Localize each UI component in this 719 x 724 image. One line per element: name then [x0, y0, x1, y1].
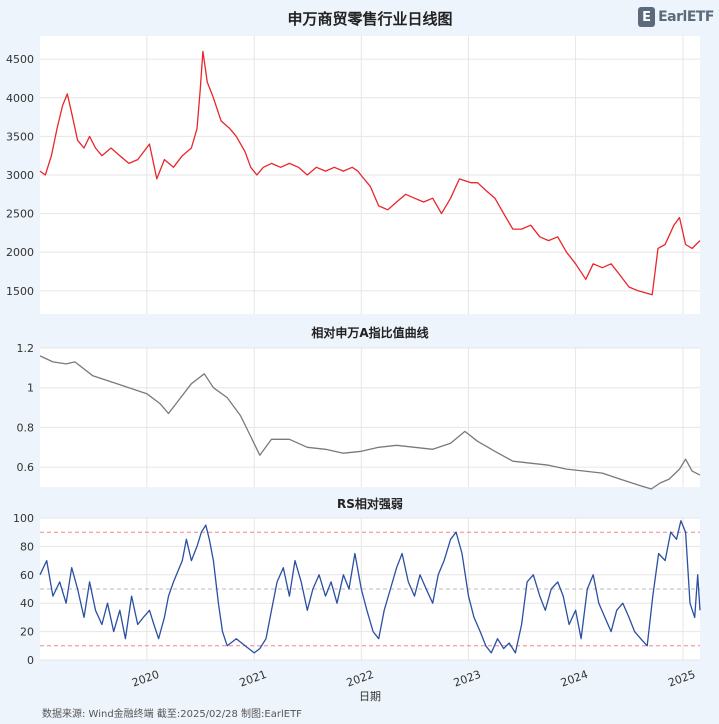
plot-area: [40, 348, 700, 487]
footer-source: 数据来源: Wind金融终端 截至:2025/02/28 制图:EarlETF: [42, 709, 302, 720]
y-tick-label: 1.2: [17, 342, 35, 355]
y-tick-label: 1: [27, 382, 34, 395]
x-tick-label: 2023: [452, 668, 483, 690]
y-tick-label: 2500: [6, 208, 34, 221]
y-tick-label: 100: [13, 512, 34, 525]
y-tick-label: 0: [27, 654, 34, 667]
y-tick-label: 0.8: [17, 421, 35, 434]
y-tick-label: 20: [20, 626, 34, 639]
x-tick-label: 2021: [238, 668, 269, 690]
x-tick-label: 2022: [345, 668, 376, 690]
y-tick-label: 2000: [6, 246, 34, 259]
price-panel: 1500 2000 2500 3000 3500 4000 4500 申万商贸零售行业日线图: [6, 10, 701, 314]
x-tick-label: 2020: [130, 668, 161, 690]
series-line: [39, 355, 701, 490]
series-line: [39, 50, 701, 296]
x-tick-label: 2025: [666, 668, 697, 690]
logo-text: EarlETF: [658, 9, 714, 25]
y-tick-label: 3500: [6, 130, 34, 143]
chart-title: RS相对强弱: [337, 496, 403, 511]
x-axis-label: 日期: [359, 690, 381, 703]
x-tick-label: 2024: [559, 668, 590, 690]
series-line: [39, 520, 701, 654]
y-tick-label: 4500: [6, 53, 34, 66]
y-tick-label: 4000: [6, 92, 34, 105]
earletf-logo: E EarlETF: [638, 4, 714, 30]
chart-title: 申万商贸零售行业日线图: [287, 10, 452, 28]
chart-title: 相对申万A指比值曲线: [311, 325, 428, 340]
earletf-logo-icon: E: [638, 7, 656, 27]
y-tick-label: 1500: [6, 285, 34, 298]
y-tick-label: 60: [20, 569, 34, 582]
y-tick-label: 3000: [6, 169, 34, 182]
ratio-panel: 0.6 0.8 1 1.2 相对申万A指比值曲线: [17, 325, 701, 490]
rs-panel: 0 20 40 60 80 100 RS相对强弱 2020 2021 2022 2023 2024 20…: [13, 496, 701, 690]
y-tick-label: 0.6: [17, 461, 35, 474]
y-tick-label: 80: [20, 540, 34, 553]
y-tick-label: 40: [20, 597, 34, 610]
